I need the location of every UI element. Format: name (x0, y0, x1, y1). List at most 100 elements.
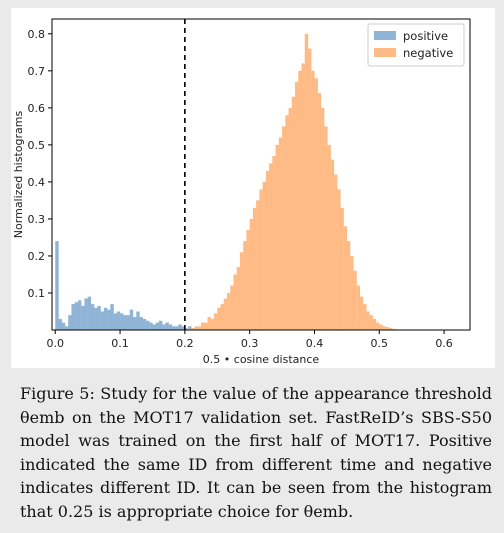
negative-bar (392, 328, 396, 330)
negative-bar (320, 107, 325, 330)
positive-bar (74, 302, 79, 330)
negative-bar (333, 174, 338, 330)
positive-bar (142, 318, 147, 330)
positive-bar (68, 315, 72, 330)
negative-bar (259, 189, 263, 330)
negative-bar (288, 107, 292, 330)
negative-bar (252, 207, 257, 330)
legend-swatch-positive (374, 31, 396, 40)
negative-bar (275, 144, 280, 330)
negative-bar (343, 226, 348, 330)
positive-bar (61, 322, 66, 330)
y-axis-label: Normalized histograms (12, 111, 25, 239)
y-tick-label: 0.4 (28, 176, 46, 189)
positive-bar (87, 296, 92, 330)
negative-bar (249, 218, 254, 330)
legend-label-negative: negative (403, 46, 453, 60)
negative-bar (217, 307, 221, 330)
x-axis-label: 0.5 • cosine distance (203, 353, 320, 366)
negative-bar (233, 274, 237, 330)
x-tick-label: 0.0 (46, 337, 64, 350)
negative-bar (350, 255, 354, 330)
negative-bar (307, 48, 312, 331)
negative-bar (379, 324, 383, 330)
positive-bar (110, 304, 114, 330)
negative-bar (226, 292, 231, 330)
histogram-chart: 0.0 0.1 0.2 0.3 0.4 0.5 0.6 0.1 0.2 0.3 0.4 0.5 0.6… (12, 18, 471, 366)
negative-bar (376, 322, 380, 330)
negative-bar (230, 285, 234, 330)
x-tick-label: 0.2 (176, 337, 194, 350)
negative-bar (243, 241, 247, 330)
negative-bar (278, 137, 283, 330)
positive-bar (100, 311, 105, 330)
y-tick-label: 0.8 (28, 28, 46, 41)
negative-bar (282, 126, 286, 331)
negative-bar (223, 298, 228, 330)
positive-bar (107, 309, 111, 330)
positive-bar (129, 309, 134, 330)
plot-frame (51, 18, 471, 331)
x-tick-label: 0.3 (241, 337, 259, 350)
negative-bar (372, 318, 377, 330)
positive-bar (116, 311, 121, 330)
negative-bar (269, 163, 273, 330)
positive-bar (103, 307, 108, 330)
legend-label-positive: positive (403, 29, 448, 43)
positive-bar (188, 326, 192, 330)
negative-bar (285, 115, 289, 330)
positive-bar (139, 317, 143, 330)
negative-bar (366, 311, 370, 330)
negative-bars (184, 33, 399, 331)
negative-bar (220, 304, 224, 330)
negative-bar (295, 81, 299, 330)
negative-bar (382, 326, 386, 330)
positive-bar (58, 318, 62, 330)
figure-panel: 0.0 0.1 0.2 0.3 0.4 0.5 0.6 0.1 0.2 0.3 0.4 0.5 0.6… (11, 8, 495, 368)
positive-bar (64, 326, 69, 330)
negative-bar (353, 270, 357, 330)
y-axis-ticks: 0.1 0.2 0.3 0.4 0.5 0.6 0.7 0.8 (28, 28, 52, 300)
negative-bar (311, 70, 315, 330)
negative-bar (330, 159, 335, 330)
positive-bar (120, 313, 124, 330)
positive-bar (84, 298, 88, 330)
positive-bar (158, 320, 163, 330)
negative-bar (197, 326, 202, 330)
positive-bar (178, 324, 182, 330)
negative-bar (256, 200, 260, 330)
positive-bar (77, 300, 82, 330)
positive-bar (133, 317, 137, 330)
negative-bar (272, 155, 276, 330)
y-tick-label: 0.1 (28, 287, 46, 300)
legend: positive negative (367, 23, 465, 67)
negative-bar (239, 252, 244, 330)
positive-bar (71, 304, 75, 330)
positive-bar (55, 241, 59, 330)
negative-bar (359, 296, 364, 330)
positive-bar (152, 324, 156, 330)
y-tick-label: 0.3 (28, 213, 46, 226)
x-tick-label: 0.1 (111, 337, 129, 350)
positive-bar (145, 320, 150, 330)
y-tick-label: 0.6 (28, 102, 46, 115)
positive-bar (97, 305, 101, 330)
negative-bar (363, 304, 367, 330)
negative-bar (369, 315, 373, 330)
positive-bar (181, 326, 186, 330)
positive-bar (175, 326, 179, 330)
figure-caption: Figure 5: Study for the value of the app… (20, 384, 492, 521)
positive-bar (126, 315, 130, 330)
negative-bar (265, 170, 270, 330)
positive-bar (123, 315, 127, 330)
negative-bar (298, 70, 302, 330)
negative-bar (246, 230, 250, 330)
y-tick-label: 0.2 (28, 250, 46, 263)
negative-bar (337, 189, 341, 330)
negative-bar (291, 96, 296, 330)
negative-bar (301, 63, 305, 331)
positive-bar (149, 322, 153, 330)
positive-bar (168, 324, 173, 330)
negative-bar (388, 328, 393, 330)
negative-bar (210, 318, 215, 330)
